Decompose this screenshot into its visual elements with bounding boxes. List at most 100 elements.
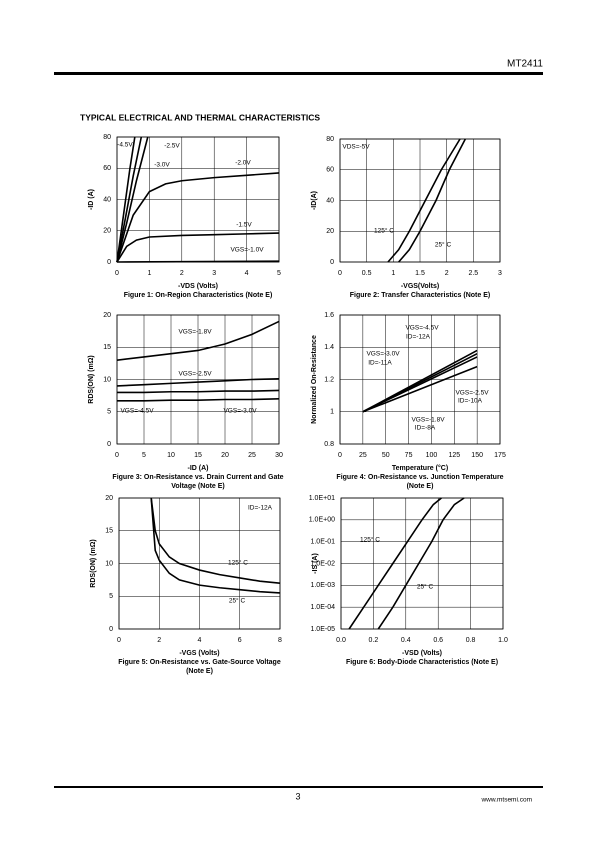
figure-caption: Figure 5: On-Resistance vs. Gate-Source … — [118, 659, 281, 666]
x-tick-label: 0.4 — [401, 637, 411, 644]
curve-label: VGS=-3.0V — [366, 351, 400, 358]
x-tick-label: 20 — [221, 452, 229, 459]
curve-label: VGS=-3.0V — [223, 408, 257, 415]
y-tick-label: 10 — [105, 560, 113, 567]
curve — [362, 365, 478, 413]
y-tick-label: 0 — [330, 259, 334, 266]
x-tick-label: 2 — [157, 637, 161, 644]
page-number: 3 — [295, 791, 300, 801]
x-tick-label: 0.8 — [466, 637, 476, 644]
x-tick-label: 10 — [167, 452, 175, 459]
y-tick-label: 5 — [109, 593, 113, 600]
x-tick-label: 0.6 — [433, 637, 443, 644]
curve — [117, 398, 280, 402]
y-axis-label: -ID (A) — [88, 189, 95, 210]
x-tick-label: 0 — [115, 270, 119, 277]
y-tick-label: 1.2 — [324, 376, 334, 383]
curve-label: VGS=-4.5V — [120, 408, 154, 415]
curve-label: VGS=-1.8V — [411, 417, 445, 424]
curve — [348, 497, 442, 630]
curve — [116, 260, 280, 263]
curve-label: VGS=-1.0V — [230, 247, 264, 254]
x-axis-label: -VGS (Volts) — [179, 650, 219, 657]
y-tick-label: 15 — [105, 528, 113, 535]
x-tick-label: 0 — [115, 452, 119, 459]
y-tick-label: 60 — [326, 167, 334, 174]
x-tick-label: 1 — [147, 270, 151, 277]
y-tick-label: 20 — [103, 228, 111, 235]
footer-rule — [54, 786, 543, 788]
y-tick-label: 15 — [103, 344, 111, 351]
curve-label: -4.5V — [117, 142, 133, 149]
y-tick-label: 5 — [107, 409, 111, 416]
curve — [398, 138, 467, 263]
curve-label: ID=-12A — [406, 334, 431, 341]
x-tick-label: 15 — [194, 452, 202, 459]
curve — [150, 497, 281, 594]
figure-caption: Figure 1: On-Region Characteristics (Not… — [124, 292, 273, 299]
y-tick-label: 1.0E-03 — [310, 582, 335, 589]
plot-frame — [340, 497, 504, 630]
curve — [116, 232, 280, 263]
curve-label: VGS=-1.8V — [178, 329, 212, 336]
figure-caption: Figure 3: On-Resistance vs. Drain Curren… — [112, 474, 283, 481]
y-tick-label: 80 — [326, 136, 334, 143]
section-title: TYPICAL ELECTRICAL AND THERMAL CHARACTER… — [80, 112, 320, 122]
curve — [150, 497, 281, 584]
x-tick-label: 5 — [277, 270, 281, 277]
plot-frame — [339, 314, 501, 445]
x-tick-label: 6 — [238, 637, 242, 644]
x-tick-label: 30 — [275, 452, 283, 459]
curve — [116, 378, 280, 387]
y-tick-label: 80 — [103, 134, 111, 141]
x-tick-label: 2 — [180, 270, 184, 277]
curve-label: -2.5V — [164, 143, 180, 150]
x-tick-label: 3 — [498, 270, 502, 277]
x-tick-label: 5 — [142, 452, 146, 459]
x-tick-label: 0.5 — [362, 270, 372, 277]
figure-caption: Figure 4: On-Resistance vs. Junction Tem… — [336, 474, 503, 481]
x-tick-label: 0 — [338, 270, 342, 277]
curve-label: 125° C — [360, 536, 380, 544]
curve-label: 25° C — [229, 597, 246, 605]
curve-label: 25° C — [417, 583, 434, 591]
curve — [377, 497, 465, 630]
x-tick-label: 0 — [338, 452, 342, 459]
y-tick-label: 1.0E-01 — [310, 539, 335, 546]
x-axis-label: Temperature (°C) — [392, 464, 448, 472]
y-axis-label: Normalized On-Resistance — [311, 335, 318, 424]
header-rule — [54, 72, 543, 75]
curve — [116, 136, 143, 263]
y-tick-label: 20 — [105, 495, 113, 502]
y-axis-label: RDS(ON) (mΩ) — [88, 355, 95, 403]
y-axis-label: -IS (A) — [312, 553, 319, 574]
curve-label: ID=-12A — [248, 505, 273, 512]
curve-label: VDS=-5V — [342, 144, 370, 151]
figure-caption: Figure 2: Transfer Characteristics (Note… — [350, 292, 490, 299]
curve-label: 125° C — [374, 227, 394, 235]
y-tick-label: 0 — [107, 441, 111, 448]
x-tick-label: 175 — [494, 452, 506, 459]
y-tick-label: 1.0E-02 — [310, 560, 335, 567]
x-axis-label: -ID (A) — [188, 465, 209, 472]
curve-label: VGS=-4.5V — [405, 325, 439, 332]
curve — [116, 172, 280, 263]
curve-label: VGS=-2.5V — [178, 371, 212, 378]
y-tick-label: 1.0E+00 — [309, 517, 335, 524]
x-tick-label: 100 — [426, 452, 438, 459]
y-tick-label: 1.0E-05 — [310, 626, 335, 633]
plot-frame — [339, 138, 501, 263]
y-axis-label: RDS(ON) (mΩ) — [90, 539, 97, 587]
curve — [116, 136, 149, 263]
curve-label: -3.0V — [154, 162, 170, 169]
y-tick-label: 1.0E-04 — [310, 604, 335, 611]
x-tick-label: 150 — [471, 452, 483, 459]
y-tick-label: 20 — [103, 312, 111, 319]
x-tick-label: 1.0 — [498, 637, 508, 644]
y-tick-label: 0.8 — [324, 441, 334, 448]
x-axis-label: -VDS (Volts) — [178, 283, 218, 290]
curve-label: ID=-10A — [458, 398, 483, 405]
x-tick-label: 125 — [448, 452, 460, 459]
